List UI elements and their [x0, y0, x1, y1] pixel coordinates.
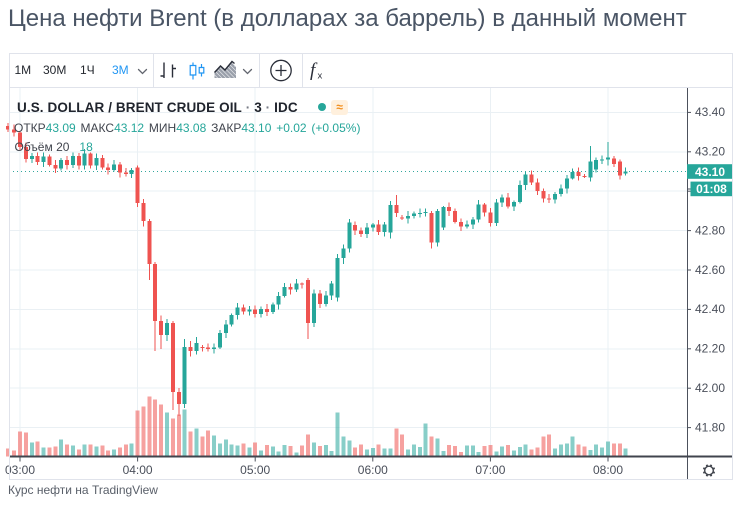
svg-text:42.20: 42.20	[695, 342, 725, 356]
svg-text:07:00: 07:00	[475, 463, 505, 477]
svg-text:41.80: 41.80	[695, 420, 725, 434]
svg-text:01:08: 01:08	[696, 182, 727, 196]
svg-text:x: x	[318, 71, 323, 82]
svg-text:42.00: 42.00	[695, 381, 725, 395]
svg-text:f: f	[310, 60, 318, 81]
svg-text:43.40: 43.40	[695, 105, 725, 119]
svg-text:42.60: 42.60	[695, 263, 725, 277]
svg-text:43.20: 43.20	[695, 145, 725, 159]
svg-text:06:00: 06:00	[358, 463, 388, 477]
svg-text:05:00: 05:00	[240, 463, 270, 477]
svg-text:03:00: 03:00	[5, 463, 35, 477]
svg-text:04:00: 04:00	[123, 463, 153, 477]
svg-text:43.10: 43.10	[695, 165, 725, 179]
svg-text:42.80: 42.80	[695, 223, 725, 237]
svg-text:08:00: 08:00	[593, 463, 623, 477]
svg-text:42.40: 42.40	[695, 302, 725, 316]
